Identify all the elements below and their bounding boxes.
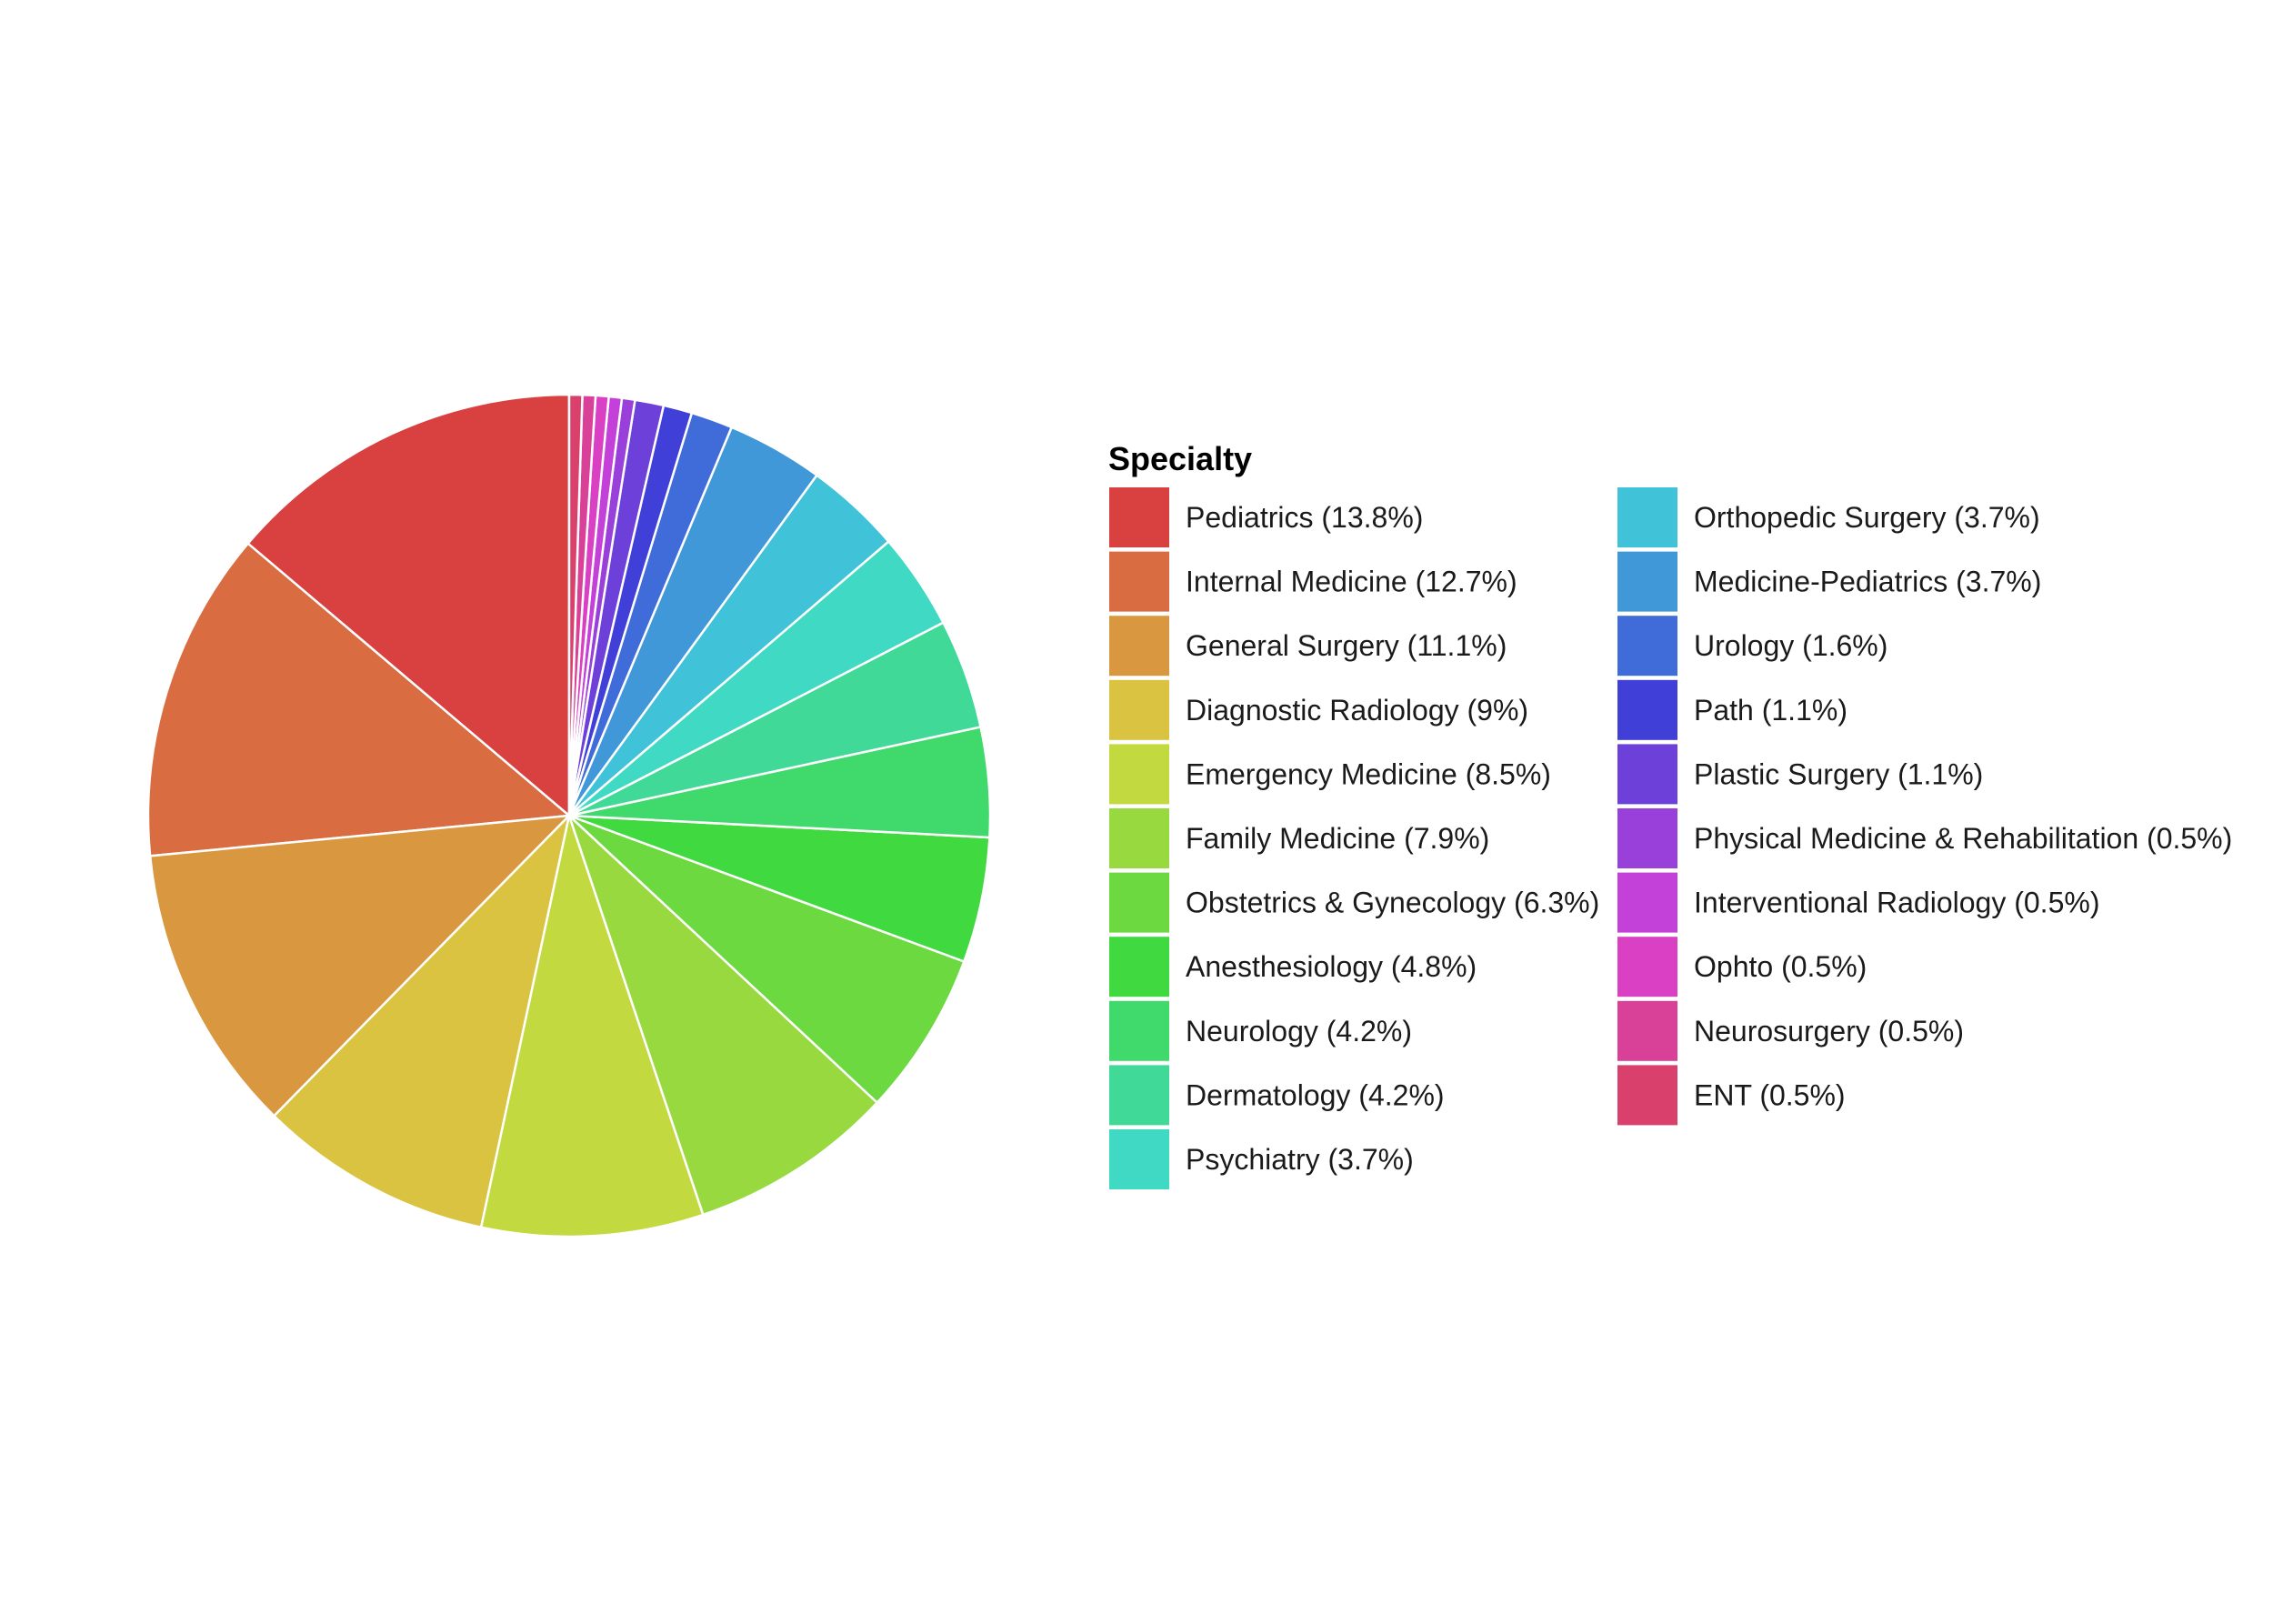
legend-swatch-15 xyxy=(1617,744,1677,805)
legend-label-15: Plastic Surgery (1.1%) xyxy=(1694,757,1983,790)
legend-item-13: Urology (1.6%) xyxy=(1617,616,1887,677)
legend-label-8: Neurology (4.2%) xyxy=(1186,1015,1412,1048)
legend: Specialty Pediatrics (13.8%) Internal Med… xyxy=(1108,440,2232,1189)
legend-item-20: ENT (0.5%) xyxy=(1617,1065,1846,1126)
legend-item-14: Path (1.1%) xyxy=(1617,679,1847,740)
legend-item-5: Family Medicine (7.9%) xyxy=(1109,808,1489,868)
legend-swatch-8 xyxy=(1109,1000,1169,1061)
legend-title: Specialty xyxy=(1108,440,1252,477)
legend-label-13: Urology (1.6%) xyxy=(1694,629,1887,662)
legend-label-20: ENT (0.5%) xyxy=(1694,1078,1846,1111)
legend-item-17: Interventional Radiology (0.5%) xyxy=(1617,872,2099,933)
legend-label-19: Neurosurgery (0.5%) xyxy=(1694,1015,1964,1048)
legend-items: Pediatrics (13.8%) Internal Medicine (12.… xyxy=(1109,487,2232,1189)
legend-label-14: Path (1.1%) xyxy=(1694,694,1847,727)
legend-swatch-1 xyxy=(1109,551,1169,612)
legend-swatch-11 xyxy=(1617,487,1677,547)
pie-slice-5 xyxy=(567,815,879,1217)
legend-item-18: Ophto (0.5%) xyxy=(1617,937,1867,997)
legend-item-3: Diagnostic Radiology (9%) xyxy=(1109,679,1528,740)
legend-swatch-18 xyxy=(1617,937,1677,997)
legend-swatch-19 xyxy=(1617,1000,1677,1061)
legend-label-3: Diagnostic Radiology (9%) xyxy=(1186,694,1528,727)
pie-slice-1 xyxy=(146,541,573,857)
pie-slice-6 xyxy=(568,814,966,1105)
legend-swatch-0 xyxy=(1109,487,1169,547)
legend-item-19: Neurosurgery (0.5%) xyxy=(1617,1000,1964,1061)
legend-item-8: Neurology (4.2%) xyxy=(1109,1000,1412,1061)
legend-label-17: Interventional Radiology (0.5%) xyxy=(1694,887,2099,919)
legend-item-16: Physical Medicine & Rehabilitation (0.5%… xyxy=(1617,808,2232,868)
legend-label-0: Pediatrics (13.8%) xyxy=(1186,501,1423,534)
legend-item-0: Pediatrics (13.8%) xyxy=(1109,487,1423,547)
legend-swatch-7 xyxy=(1109,937,1169,997)
legend-label-10: Psychiatry (3.7%) xyxy=(1186,1143,1414,1176)
pie-slice-3 xyxy=(272,812,572,1229)
legend-item-15: Plastic Surgery (1.1%) xyxy=(1617,744,1983,805)
legend-label-5: Family Medicine (7.9%) xyxy=(1186,822,1489,855)
legend-label-4: Emergency Medicine (8.5%) xyxy=(1186,757,1551,790)
legend-label-6: Obstetrics & Gynecology (6.3%) xyxy=(1186,887,1599,919)
legend-swatch-10 xyxy=(1109,1129,1169,1189)
legend-label-1: Internal Medicine (12.7%) xyxy=(1186,566,1517,598)
legend-item-4: Emergency Medicine (8.5%) xyxy=(1109,744,1551,805)
legend-swatch-2 xyxy=(1109,616,1169,677)
legend-swatch-5 xyxy=(1109,808,1169,868)
legend-swatch-9 xyxy=(1109,1065,1169,1126)
legend-label-2: General Surgery (11.1%) xyxy=(1186,629,1507,662)
legend-item-11: Orthopedic Surgery (3.7%) xyxy=(1617,487,2040,547)
legend-label-16: Physical Medicine & Rehabilitation (0.5%… xyxy=(1694,822,2232,855)
pie-slice-4 xyxy=(479,811,705,1238)
legend-swatch-6 xyxy=(1109,872,1169,933)
pie-slices xyxy=(146,393,992,1238)
legend-swatch-20 xyxy=(1617,1065,1677,1126)
legend-swatch-4 xyxy=(1109,744,1169,805)
legend-item-2: General Surgery (11.1%) xyxy=(1109,616,1507,677)
legend-swatch-14 xyxy=(1617,679,1677,740)
pie-slice-20 xyxy=(567,393,584,817)
legend-swatch-12 xyxy=(1617,551,1677,612)
legend-swatch-16 xyxy=(1617,808,1677,868)
legend-swatch-17 xyxy=(1617,872,1677,933)
legend-label-12: Medicine-Pediatrics (3.7%) xyxy=(1694,566,2041,598)
legend-swatch-3 xyxy=(1109,679,1169,740)
legend-item-10: Psychiatry (3.7%) xyxy=(1109,1129,1414,1189)
pie-slice-2 xyxy=(148,814,573,1118)
legend-swatch-13 xyxy=(1617,616,1677,677)
legend-item-12: Medicine-Pediatrics (3.7%) xyxy=(1617,551,2041,612)
legend-label-11: Orthopedic Surgery (3.7%) xyxy=(1694,501,2040,534)
legend-item-9: Dermatology (4.2%) xyxy=(1109,1065,1445,1126)
pie-slice-0 xyxy=(245,393,571,818)
legend-item-7: Anesthesiology (4.8%) xyxy=(1109,937,1477,997)
legend-item-6: Obstetrics & Gynecology (6.3%) xyxy=(1109,872,1599,933)
legend-label-7: Anesthesiology (4.8%) xyxy=(1186,950,1477,983)
legend-label-18: Ophto (0.5%) xyxy=(1694,950,1867,983)
legend-label-9: Dermatology (4.2%) xyxy=(1186,1078,1445,1111)
legend-item-1: Internal Medicine (12.7%) xyxy=(1109,551,1517,612)
